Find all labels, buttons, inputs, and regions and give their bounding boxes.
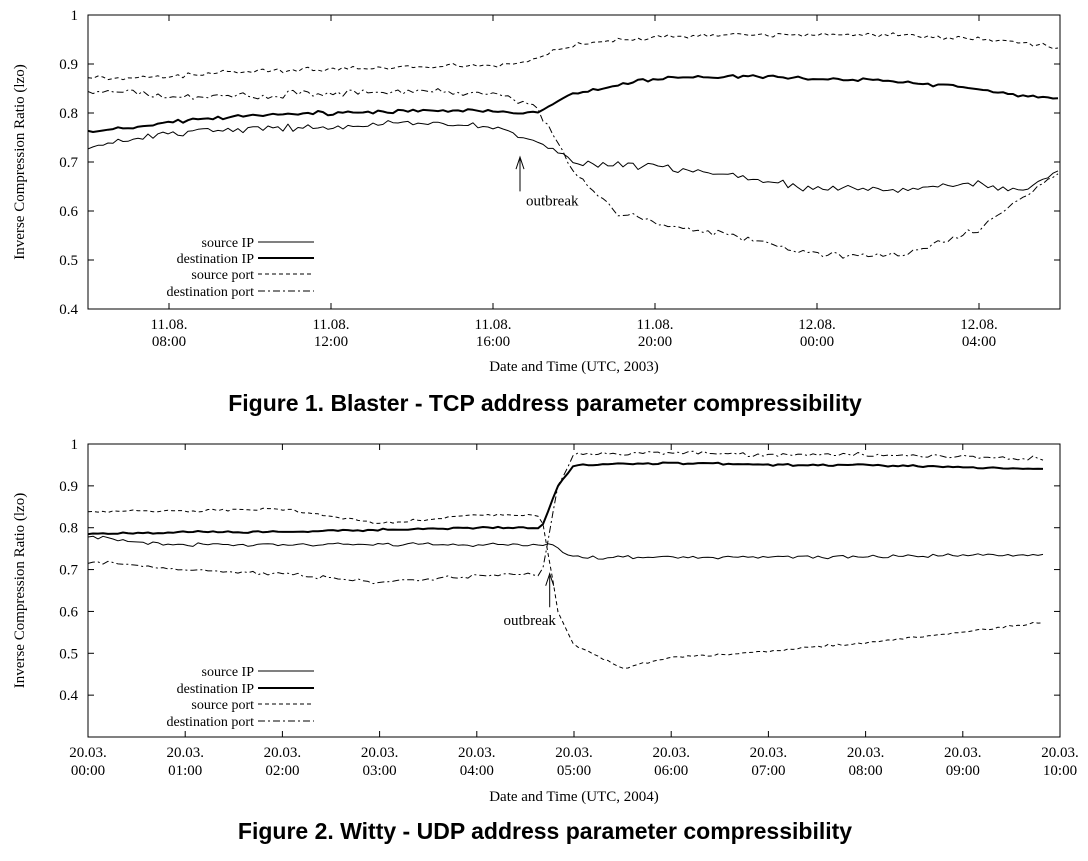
y-tick-label: 0.9 [59,57,78,73]
x-tick-label-date: 11.08. [313,317,350,333]
series-line-source-ip [88,120,1059,193]
series-line-destination-port [88,88,1059,259]
annotation-arrowhead [545,572,555,586]
legend-label-source-port: source port [191,268,254,283]
x-tick-label-time: 07:00 [751,763,785,779]
y-tick-label: 0.5 [59,646,78,662]
y-tick-label: 0.6 [59,604,78,620]
annotation-label: outbreak [526,193,579,209]
x-tick-label-time: 08:00 [152,334,186,350]
x-tick-label-date: 12.08. [960,317,998,333]
y-tick-label: 0.7 [59,155,78,171]
legend-label-destination-port: destination port [167,285,255,300]
y-axis-label: Inverse Compression Ratio (lzo) [12,64,28,259]
series-line-destination-ip [88,74,1059,133]
annotation-label: outbreak [503,613,556,629]
x-tick-label-date: 20.03. [69,745,107,761]
legend-label-destination-ip: destination IP [177,252,255,267]
blaster-chart: 0.40.50.60.70.80.9111.08.08:0011.08.12:0… [12,8,1061,375]
x-tick-label-date: 20.03. [1041,745,1079,761]
y-tick-label: 1 [71,437,79,453]
y-tick-label: 0.4 [59,302,78,318]
x-tick-label-time: 05:00 [557,763,591,779]
legend-label-source-ip: source IP [202,236,255,251]
x-tick-label-date: 11.08. [475,317,512,333]
figure-2-caption: Figure 2. Witty - UDP address parameter … [238,818,852,844]
x-tick-label-date: 20.03. [264,745,302,761]
x-tick-label-date: 11.08. [151,317,188,333]
series-line-source-port [88,32,1059,81]
x-tick-label-time: 00:00 [800,334,834,350]
x-tick-label-time: 04:00 [962,334,996,350]
x-tick-label-date: 20.03. [652,745,690,761]
x-tick-label-time: 02:00 [265,763,299,779]
x-tick-label-date: 20.03. [750,745,788,761]
y-tick-label: 0.5 [59,253,78,269]
x-tick-label-date: 20.03. [944,745,982,761]
x-tick-label-date: 20.03. [555,745,593,761]
series-line-source-ip [88,535,1044,560]
y-tick-label: 1 [71,8,79,24]
x-axis-label: Date and Time (UTC, 2003) [489,359,659,375]
figure-1-caption: Figure 1. Blaster - TCP address paramete… [228,390,862,416]
x-tick-label-time: 00:00 [71,763,105,779]
series-line-source-port [88,507,1044,669]
y-tick-label: 0.8 [59,521,78,537]
x-tick-label-time: 04:00 [460,763,494,779]
x-tick-label-date: 20.03. [166,745,204,761]
y-tick-label: 0.9 [59,479,78,495]
y-tick-label: 0.8 [59,106,78,122]
legend-label-source-port: source port [191,698,254,713]
x-tick-label-date: 12.08. [798,317,836,333]
x-tick-label-date: 20.03. [361,745,399,761]
legend-label-destination-ip: destination IP [177,682,255,697]
y-tick-label: 0.6 [59,204,78,220]
x-tick-label-date: 11.08. [637,317,674,333]
x-tick-label-time: 16:00 [476,334,510,350]
y-axis-label: Inverse Compression Ratio (lzo) [12,493,28,688]
x-tick-label-time: 12:00 [314,334,348,350]
x-tick-label-date: 20.03. [458,745,496,761]
x-tick-label-time: 10:00 [1043,763,1077,779]
witty-chart: 0.4 0.5 0.6 0.7 0.8 0.9 1 20.03. 00:00 20.03. 01:0… [12,437,1079,805]
annotation-arrowhead [515,155,525,170]
x-tick-label-time: 08:00 [849,763,883,779]
series-line-destination-ip [88,461,1044,536]
x-tick-label-time: 03:00 [363,763,397,779]
x-tick-label-time: 20:00 [638,334,672,350]
x-tick-label-date: 20.03. [847,745,885,761]
series-line-destination-port [88,450,1044,585]
x-tick-label-time: 09:00 [946,763,980,779]
x-axis-label: Date and Time (UTC, 2004) [489,789,659,805]
legend-label-source-ip: source IP [202,665,255,680]
legend-label-destination-port: destination port [167,715,255,730]
x-tick-label-time: 01:00 [168,763,202,779]
x-tick-label-time: 06:00 [654,763,688,779]
y-tick-label: 0.4 [59,688,78,704]
y-tick-label: 0.7 [59,563,78,579]
